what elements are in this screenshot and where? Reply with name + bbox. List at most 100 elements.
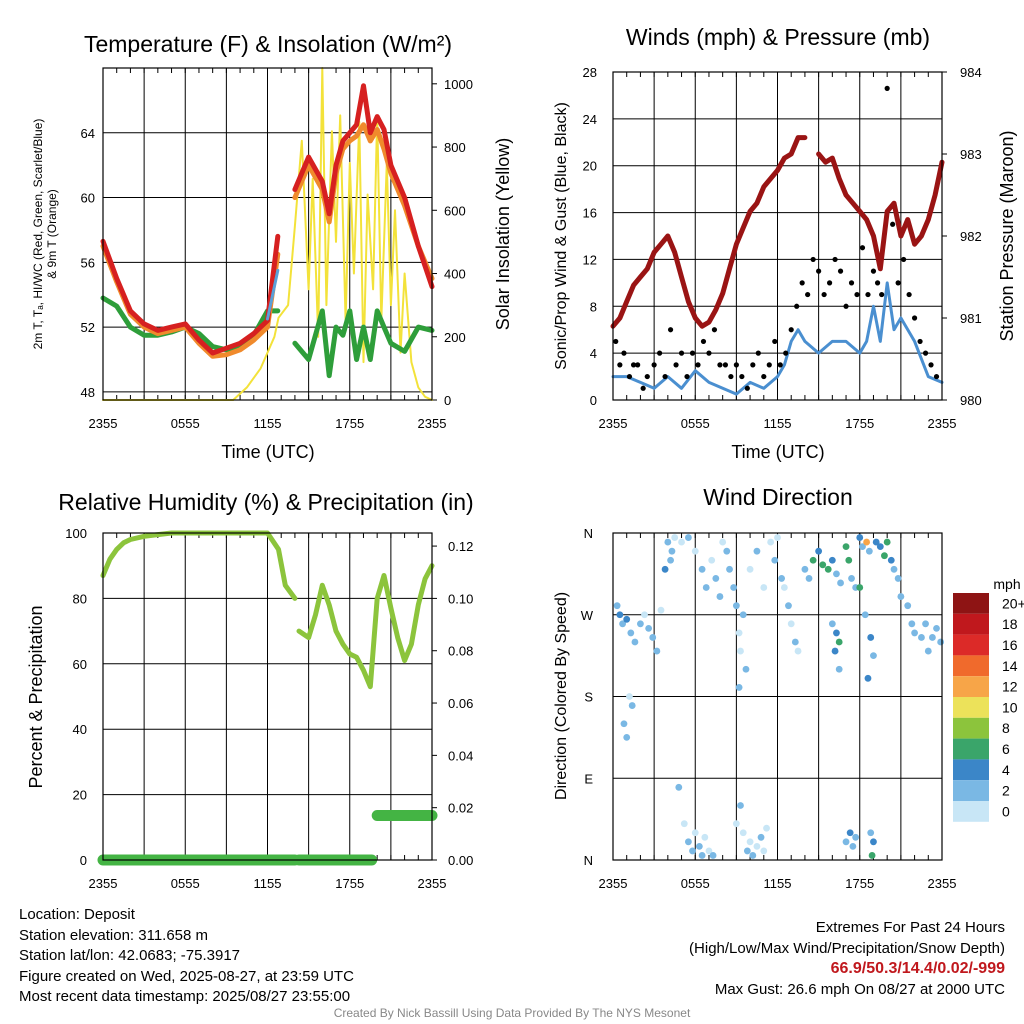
- direction-point: [833, 629, 840, 637]
- gust-point: [777, 362, 783, 368]
- y-axis-label: Direction (Colored By Speed): [553, 592, 570, 800]
- chart-title: Wind Direction: [703, 484, 853, 510]
- y-tick-label: 28: [583, 65, 597, 80]
- gust-point: [843, 303, 849, 309]
- y-tick-label: 24: [583, 112, 597, 127]
- x-tick-label: 2355: [599, 876, 628, 891]
- direction-point: [689, 847, 696, 855]
- y2-tick-label: 200: [444, 330, 466, 345]
- y-tick-label: 0: [590, 393, 597, 408]
- gust-point: [922, 350, 929, 356]
- direction-point: [726, 565, 733, 573]
- legend-label: 14: [1002, 658, 1018, 674]
- y-tick-label: 60: [81, 191, 95, 206]
- gust-point: [816, 268, 822, 274]
- y-tick-label: 20: [583, 159, 597, 174]
- direction-point: [645, 624, 653, 632]
- x-tick-label: 1755: [335, 876, 364, 891]
- direction-point: [864, 674, 872, 682]
- gust-point: [848, 280, 855, 286]
- x-tick-label: 1155: [764, 876, 792, 891]
- direction-point: [735, 629, 743, 637]
- gust-point: [821, 291, 827, 298]
- gust-point: [635, 362, 641, 368]
- direction-point: [918, 634, 925, 641]
- direction-point: [824, 565, 832, 573]
- direction-point: [861, 611, 869, 619]
- gust-point: [673, 362, 679, 368]
- y-tick-label: 64: [81, 126, 95, 141]
- direction-point: [863, 538, 871, 546]
- legend-label: 4: [1002, 762, 1010, 778]
- direction-point: [664, 538, 672, 546]
- direction-point: [859, 543, 866, 551]
- gust-point: [890, 221, 896, 227]
- direction-point: [623, 615, 631, 623]
- y-tick-label: 48: [81, 385, 95, 400]
- y-tick-label: 60: [73, 657, 87, 672]
- gust-point: [874, 280, 881, 286]
- direction-point: [870, 652, 877, 660]
- direction-point: [680, 820, 688, 828]
- direction-point: [649, 634, 657, 641]
- gust-point: [788, 327, 794, 333]
- x-tick-label: 0555: [681, 876, 710, 891]
- direction-point: [716, 593, 724, 600]
- gust-point: [911, 315, 918, 321]
- gust-point: [644, 373, 650, 380]
- gust-point: [700, 338, 707, 345]
- direction-point: [757, 833, 765, 841]
- direction-point: [739, 829, 747, 837]
- gust-point: [854, 291, 860, 298]
- direction-point: [897, 593, 905, 600]
- gust-point: [884, 85, 890, 91]
- direction-point: [684, 534, 692, 541]
- direction-point: [894, 575, 902, 582]
- legend-swatch: [953, 759, 989, 781]
- gust-point: [870, 268, 877, 274]
- gust-point: [761, 373, 767, 380]
- x-tick-label: 2355: [89, 876, 118, 891]
- direction-point: [865, 547, 873, 555]
- y2-tick-label: 0.00: [448, 853, 473, 868]
- y-tick-label: 52: [81, 320, 95, 335]
- direction-point: [631, 638, 639, 646]
- solar-line: [102, 67, 433, 401]
- direction-point: [705, 847, 713, 855]
- x-axis-label: Time (UTC): [221, 442, 314, 462]
- direction-point: [819, 561, 827, 569]
- y-tick-label: 8: [590, 299, 597, 314]
- direction-point: [730, 584, 738, 591]
- gust-point: [879, 291, 885, 298]
- gust-point: [626, 373, 633, 380]
- station-info: Location: Deposit Station elevation: 311…: [19, 905, 354, 1008]
- gust-point: [750, 362, 756, 368]
- x-tick-label: 1155: [254, 876, 282, 891]
- legend-label: 2: [1002, 783, 1010, 799]
- x-tick-label: 1755: [845, 876, 874, 891]
- direction-point: [616, 611, 624, 619]
- plot-border: [102, 532, 433, 861]
- direction-point: [732, 820, 740, 828]
- y-tick-label: E: [584, 771, 593, 786]
- direction-point: [628, 702, 636, 709]
- chart-title: Temperature (F) & Insolation (W/m²): [84, 31, 452, 57]
- y-tick-label: S: [584, 690, 593, 705]
- wind-panel: 2355 0555 1155 1755 235504812162024289809819…: [553, 24, 1017, 462]
- direction-point: [771, 556, 779, 564]
- direction-point: [739, 611, 747, 619]
- legend-swatch: [953, 780, 989, 801]
- gust-point: [706, 350, 712, 356]
- gust-point: [662, 373, 668, 380]
- gust-point: [772, 338, 778, 345]
- direction-point: [763, 824, 770, 832]
- gust-point: [657, 350, 663, 356]
- direction-point: [709, 852, 717, 859]
- gust-point: [744, 385, 750, 391]
- gust-point: [859, 245, 866, 251]
- gust-point: [711, 327, 718, 333]
- direction-point: [842, 543, 850, 551]
- gust-point: [783, 350, 789, 356]
- extremes-subtitle: (High/Low/Max Wind/Precipitation/Snow De…: [689, 939, 1005, 957]
